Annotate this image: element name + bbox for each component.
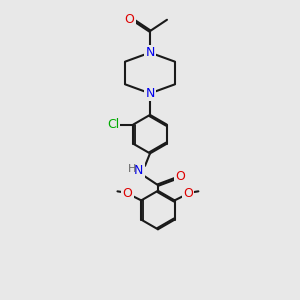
Text: N: N — [145, 87, 155, 100]
Text: N: N — [134, 164, 143, 177]
Text: O: O — [123, 187, 133, 200]
Text: O: O — [125, 13, 135, 26]
Text: Cl: Cl — [107, 118, 119, 131]
Text: N: N — [145, 46, 155, 59]
Text: H: H — [128, 164, 136, 174]
Text: O: O — [183, 187, 193, 200]
Text: O: O — [176, 169, 185, 182]
